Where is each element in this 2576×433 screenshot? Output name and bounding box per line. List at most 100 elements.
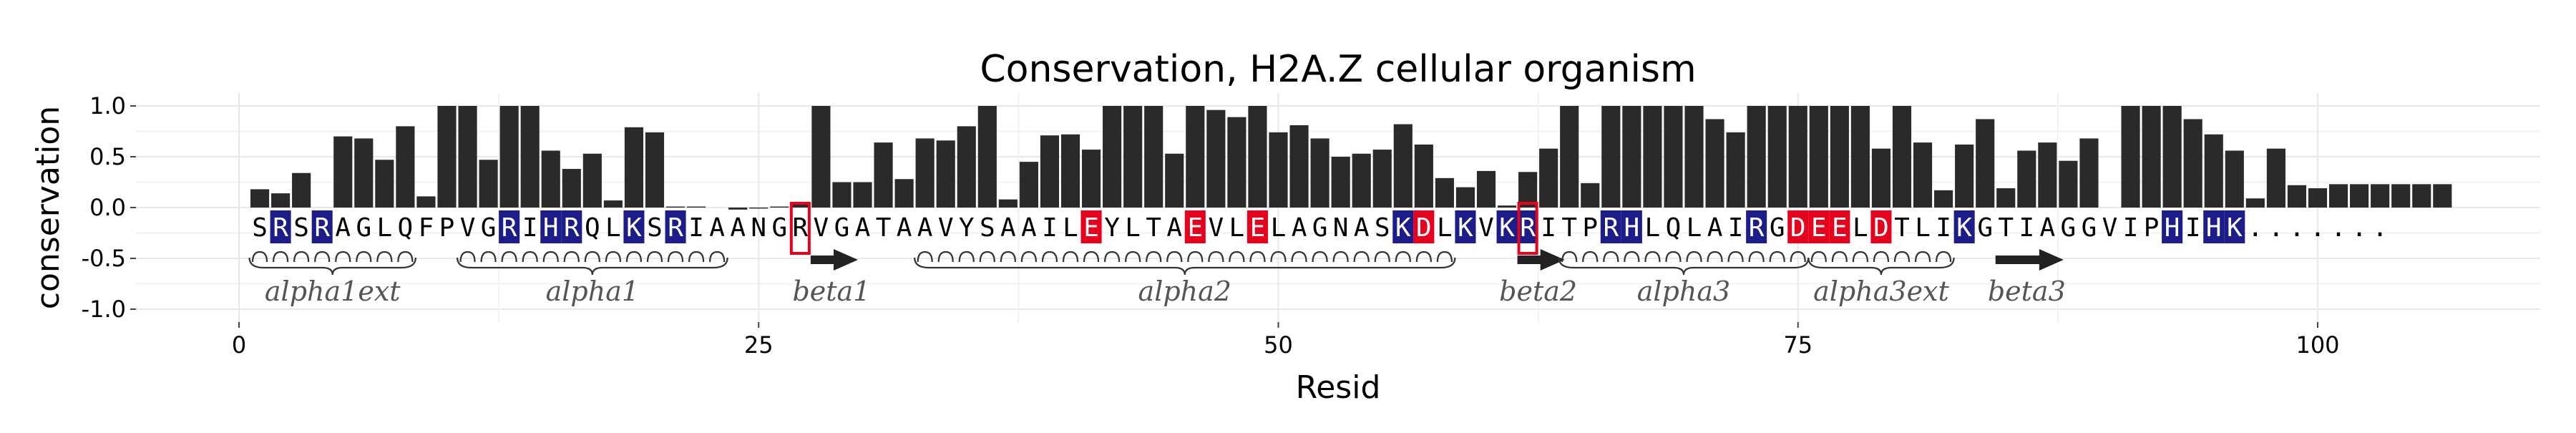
residue-letter: T <box>1998 213 2014 243</box>
conservation-bar <box>916 138 935 208</box>
residue-letter: . <box>2331 213 2346 243</box>
residue-letter: Y <box>959 213 975 243</box>
residue-letter: V <box>938 213 954 243</box>
residue-letter: I <box>522 213 538 243</box>
conservation-bar <box>2308 188 2327 208</box>
residue-letter: D <box>1790 213 1806 243</box>
conservation-bar <box>1934 190 1953 208</box>
residue-letter: P <box>439 213 455 243</box>
residue-letter: R <box>668 213 683 243</box>
conservation-bar <box>2017 150 2036 208</box>
residue-letter: G <box>834 213 850 243</box>
conservation-bar <box>2329 184 2348 208</box>
residue-letter: R <box>564 213 580 243</box>
conservation-bar <box>1415 145 1433 208</box>
residue-letter: S <box>293 213 309 243</box>
residue-letter: I <box>2185 213 2201 243</box>
conservation-bar <box>1373 150 1392 208</box>
residue-letter: E <box>1250 213 1266 243</box>
conservation-bar <box>625 127 643 208</box>
conservation-bar <box>542 150 560 208</box>
conservation-bar <box>1643 106 1662 208</box>
conservation-bar <box>604 200 623 208</box>
conservation-bar <box>2142 106 2161 208</box>
conservation-bar <box>1747 106 1766 208</box>
conservation-bar <box>500 106 519 208</box>
residue-letter: V <box>2102 213 2118 243</box>
residue-letter: G <box>2082 213 2097 243</box>
conservation-bar <box>2205 135 2223 208</box>
residue-letter: R <box>793 213 809 243</box>
residue-letter: I <box>1541 213 1556 243</box>
conservation-bar <box>978 106 997 208</box>
residue-letter: G <box>356 213 371 243</box>
residue-letter: K <box>1499 213 1515 243</box>
secondary-structure-label: beta2 <box>1499 276 1577 307</box>
residue-letter: V <box>1209 213 1224 243</box>
conservation-bar <box>479 160 498 208</box>
residue-letter: A <box>730 213 746 243</box>
residue-letter: . <box>2310 213 2326 243</box>
residue-letter: L <box>1125 213 1141 243</box>
residue-letter: Y <box>1104 213 1120 243</box>
secondary-structure-label: beta3 <box>1988 276 2066 307</box>
conservation-bar <box>1103 106 1121 208</box>
residue-letter: G <box>1770 213 1785 243</box>
conservation-bar <box>1622 106 1641 208</box>
residue-letter: E <box>1811 213 1827 243</box>
conservation-bar <box>2412 184 2431 208</box>
secondary-structure-label: alpha2 <box>1138 276 1231 307</box>
conservation-bar <box>957 126 976 208</box>
residue-letter: I <box>2019 213 2034 243</box>
residue-letter: P <box>1582 213 1598 243</box>
residue-letter: P <box>2144 213 2160 243</box>
residue-letter: R <box>1603 213 1619 243</box>
conservation-bar <box>1186 106 1204 208</box>
residue-letter: L <box>377 213 393 243</box>
y-tick-label: -0.5 <box>82 245 126 272</box>
conservation-bar <box>1248 106 1267 208</box>
conservation-bar <box>2225 150 2244 208</box>
residue-letter: A <box>1292 213 1307 243</box>
conservation-bar <box>2163 106 2182 208</box>
x-tick-label: 75 <box>1783 331 1813 359</box>
conservation-bar <box>1913 142 1932 208</box>
residue-letter: G <box>1977 213 1993 243</box>
residue-letter: K <box>1458 213 1473 243</box>
conservation-bar <box>999 200 1018 208</box>
residue-letter: I <box>688 213 704 243</box>
residue-letter: T <box>876 213 892 243</box>
residue-letter: . <box>2289 213 2305 243</box>
residue-letter: A <box>1021 213 1037 243</box>
residue-letter: R <box>273 213 288 243</box>
conservation-bar <box>1830 106 1849 208</box>
conservation-bar <box>874 142 892 208</box>
secondary-structure-label: beta1 <box>792 276 870 307</box>
conservation-bar <box>1040 135 1059 208</box>
residue-letter: V <box>1478 213 1494 243</box>
conservation-bar <box>1206 110 1225 208</box>
secondary-structure-label: alpha1ext <box>265 276 401 307</box>
conservation-bar <box>2391 184 2410 208</box>
conservation-bar <box>811 106 830 208</box>
residue-letter: A <box>335 213 351 243</box>
conservation-bar <box>2371 184 2389 208</box>
residue-letter: R <box>1749 213 1765 243</box>
conservation-bar <box>292 173 311 208</box>
conservation-bar <box>1394 125 1413 208</box>
residue-letter: S <box>252 213 268 243</box>
residue-letter: G <box>1312 213 1328 243</box>
residue-letter: I <box>2123 213 2139 243</box>
conservation-bar <box>2038 142 2057 208</box>
residue-letter: L <box>1915 213 1931 243</box>
conservation-bar <box>1872 149 1890 208</box>
conservation-bar <box>2246 198 2265 208</box>
residue-letter: R <box>502 213 517 243</box>
y-tick-label: 1.0 <box>89 92 126 120</box>
conservation-bar <box>1082 150 1101 208</box>
residue-letter: R <box>1520 213 1536 243</box>
residue-letter: A <box>1354 213 1370 243</box>
conservation-bar <box>1061 135 1080 208</box>
residue-letter: N <box>751 213 766 243</box>
